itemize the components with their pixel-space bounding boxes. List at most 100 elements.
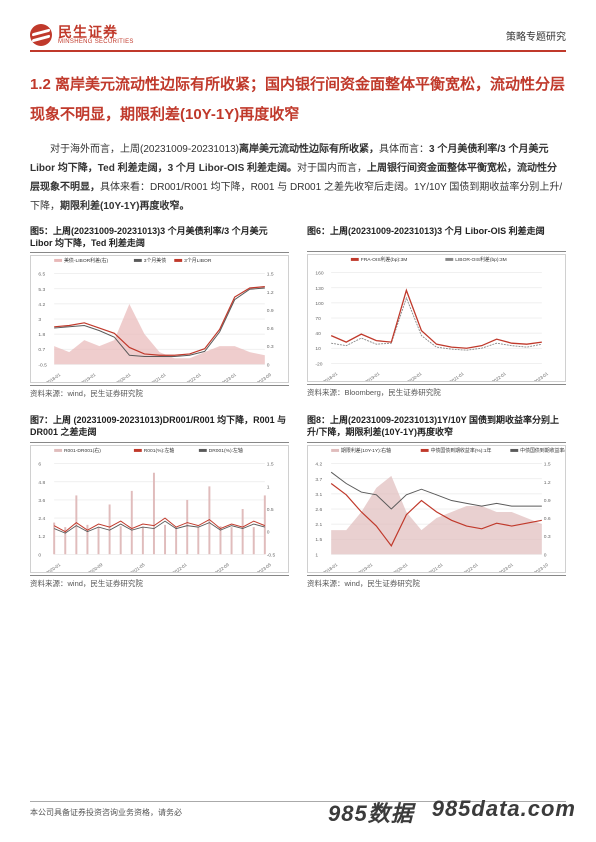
svg-text:2019-01: 2019-01 (364, 371, 381, 381)
svg-text:1.5: 1.5 (544, 461, 551, 467)
body-paragraph: 对于海外而言，上周(20231009-20231013)离岸美元流动性边际有所收… (30, 140, 566, 216)
chart-title: 图7：上周 (20231009-20231013)DR001/R001 均下降，… (30, 415, 289, 442)
chart-svg: 11.52.12.63.13.74.200.30.60.91.21.52018-… (308, 446, 565, 572)
body-bold: 期限利差(10Y-1Y)再度收窄。 (60, 201, 189, 212)
svg-text:2021-05: 2021-05 (130, 562, 147, 572)
svg-text:FRA-OIS利差(bp):3M: FRA-OIS利差(bp):3M (361, 256, 408, 263)
page-header: 民生证券 MINSHENG SECURITIES 策略专题研究 (30, 24, 566, 52)
svg-text:1.2: 1.2 (544, 480, 551, 486)
svg-text:160: 160 (315, 271, 323, 277)
svg-text:100: 100 (315, 301, 323, 307)
chart-svg: -201040701001301602018-012019-012020-012… (308, 255, 565, 381)
svg-text:2020-01: 2020-01 (392, 562, 409, 572)
chart-source: 资料来源：wind，民生证券研究院 (307, 575, 566, 589)
svg-text:2018-01: 2018-01 (322, 562, 339, 572)
svg-text:2022-01: 2022-01 (463, 562, 480, 572)
svg-text:2018-01: 2018-01 (45, 372, 62, 382)
svg-text:6: 6 (38, 461, 41, 467)
svg-text:2021-01: 2021-01 (151, 372, 168, 382)
svg-text:1: 1 (315, 552, 318, 558)
svg-text:1.5: 1.5 (267, 461, 274, 467)
svg-text:1.2: 1.2 (267, 290, 274, 296)
chart-7: 图7：上周 (20231009-20231013)DR001/R001 均下降，… (30, 415, 289, 588)
svg-text:0.6: 0.6 (544, 516, 551, 522)
svg-text:2021-01: 2021-01 (428, 562, 445, 572)
svg-text:美债-LIBOR利差(右): 美债-LIBOR利差(右) (64, 257, 109, 264)
svg-text:0.7: 0.7 (38, 348, 45, 354)
svg-text:中债国债到期收益率(%):1年: 中债国债到期收益率(%):1年 (431, 447, 492, 454)
svg-text:R001-DR001(右): R001-DR001(右) (64, 447, 101, 454)
svg-text:0.3: 0.3 (544, 534, 551, 540)
svg-text:0: 0 (544, 552, 547, 558)
svg-text:0: 0 (38, 552, 41, 558)
logo-cn: 民生证券 (58, 25, 134, 39)
chart-6: 图6：上周(20231009-20231013)3 个月 Libor-OIS 利… (307, 226, 566, 399)
svg-text:2019-01: 2019-01 (357, 562, 374, 572)
watermark-right: 985data.com (432, 796, 576, 828)
svg-text:2020-01: 2020-01 (45, 562, 62, 572)
svg-text:1.8: 1.8 (38, 332, 45, 338)
svg-text:2023-05: 2023-05 (256, 562, 273, 572)
svg-text:10: 10 (315, 346, 321, 352)
chart-5: 图5：上周(20231009-20231013)3 个月美债利率/3 个月美元 … (30, 226, 289, 399)
svg-text:2023-10: 2023-10 (533, 562, 550, 572)
watermark-left: 985数据 (328, 796, 414, 828)
svg-text:1: 1 (267, 484, 270, 490)
svg-text:2023-01: 2023-01 (498, 562, 515, 572)
svg-text:3.1: 3.1 (315, 492, 322, 498)
charts-grid: 图5：上周(20231009-20231013)3 个月美债利率/3 个月美元 … (30, 226, 566, 589)
svg-text:0.6: 0.6 (267, 326, 274, 332)
chart-source: 资料来源：wind，民生证券研究院 (30, 385, 289, 399)
footer-text: 本公司具备证券投资咨询业务资格，请务必 (30, 807, 182, 818)
svg-text:2018-01: 2018-01 (322, 371, 339, 381)
svg-text:0.3: 0.3 (267, 345, 274, 351)
body-seg: 对于海外而言，上周(20231009-20231013) (50, 144, 239, 155)
svg-text:70: 70 (315, 316, 321, 322)
svg-text:2.4: 2.4 (38, 516, 45, 522)
svg-text:4.8: 4.8 (38, 480, 45, 486)
svg-text:3个月LIBOR: 3个月LIBOR (184, 258, 212, 264)
svg-text:2021-01: 2021-01 (449, 371, 466, 381)
svg-text:2022-01: 2022-01 (491, 371, 508, 381)
svg-text:5.3: 5.3 (38, 287, 45, 293)
chart-source: 资料来源：Bloomberg，民生证券研究院 (307, 384, 566, 398)
svg-text:2.1: 2.1 (315, 522, 322, 528)
svg-text:3个月美债: 3个月美债 (144, 257, 166, 264)
body-seg: 对于国内而言， (297, 163, 367, 174)
svg-text:2020-01: 2020-01 (115, 372, 132, 382)
svg-text:0: 0 (267, 363, 270, 369)
body-bold: 离岸美元流动性边际有所收紧， (239, 144, 379, 155)
svg-text:-20: -20 (315, 361, 322, 367)
svg-text:3.6: 3.6 (38, 498, 45, 504)
chart-source: 资料来源：wind，民生证券研究院 (30, 575, 289, 589)
svg-text:0.9: 0.9 (267, 308, 274, 314)
svg-text:期限利差(10Y-1Y):右轴: 期限利差(10Y-1Y):右轴 (341, 447, 391, 454)
svg-text:1.5: 1.5 (267, 272, 274, 278)
chart-title: 图8：上周(20231009-20231013)1Y/10Y 国债到期收益率分别… (307, 415, 566, 442)
svg-text:中债国债到期收益率(%):10年: 中债国债到期收益率(%):10年 (520, 447, 565, 454)
logo-en: MINSHENG SECURITIES (58, 39, 134, 45)
watermark: 985数据 985data.com (328, 796, 576, 828)
svg-text:6.5: 6.5 (38, 272, 45, 278)
chart-8: 图8：上周(20231009-20231013)1Y/10Y 国债到期收益率分别… (307, 415, 566, 588)
svg-text:0: 0 (267, 529, 270, 535)
svg-text:130: 130 (315, 286, 323, 292)
svg-text:40: 40 (315, 331, 321, 337)
svg-text:1.5: 1.5 (315, 537, 322, 543)
svg-text:2023-09: 2023-09 (256, 372, 273, 382)
chart-title: 图6：上周(20231009-20231013)3 个月 Libor-OIS 利… (307, 226, 566, 252)
svg-text:2022-01: 2022-01 (172, 562, 189, 572)
svg-text:2019-01: 2019-01 (80, 372, 97, 382)
svg-text:4.2: 4.2 (38, 302, 45, 308)
svg-text:2020-09: 2020-09 (87, 562, 104, 572)
svg-text:0.9: 0.9 (544, 498, 551, 504)
svg-text:2023-01: 2023-01 (221, 372, 238, 382)
svg-text:2023-01: 2023-01 (533, 371, 550, 381)
svg-text:DR001(%):左轴: DR001(%):左轴 (209, 447, 243, 454)
logo-icon (30, 24, 52, 46)
header-category: 策略专题研究 (506, 28, 566, 43)
svg-text:-0.5: -0.5 (267, 552, 276, 558)
svg-text:2.6: 2.6 (315, 507, 322, 513)
svg-text:3: 3 (38, 317, 41, 323)
svg-text:R001(%):左轴: R001(%):左轴 (144, 447, 175, 454)
